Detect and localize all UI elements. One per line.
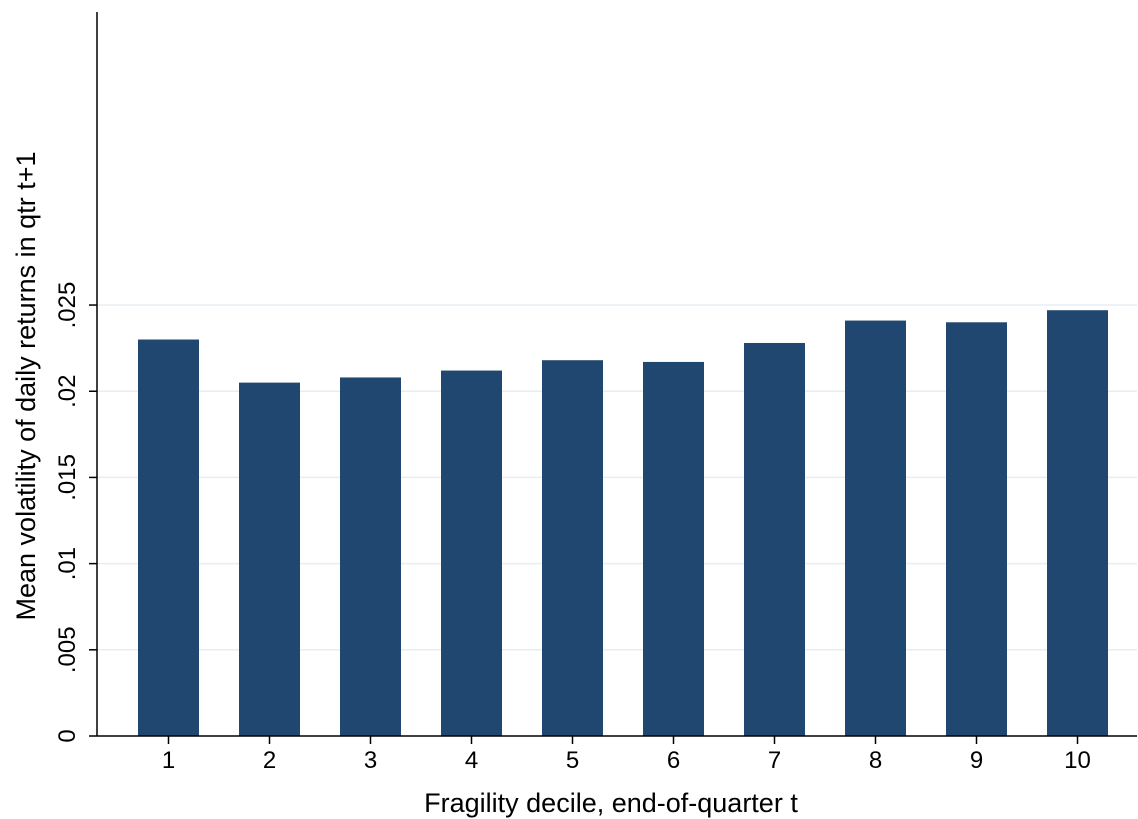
x-tick-label: 8 <box>869 747 882 774</box>
x-tick-label: 6 <box>667 747 680 774</box>
bars <box>138 310 1108 736</box>
x-tick-label: 3 <box>364 747 377 774</box>
bar-decile-8 <box>845 320 906 736</box>
bar-decile-10 <box>1047 310 1108 736</box>
x-tick-label: 1 <box>162 747 175 774</box>
x-tick-label: 2 <box>263 747 276 774</box>
bar-decile-3 <box>340 377 401 736</box>
bar-decile-9 <box>946 322 1007 736</box>
y-tick-labels: 0 .005 .01 .015 .02 .025 <box>54 282 97 743</box>
y-tick-label: .005 <box>54 626 81 673</box>
axes <box>96 12 1137 737</box>
bar-decile-5 <box>542 360 603 736</box>
y-tick-label: .02 <box>54 375 81 408</box>
bar-decile-1 <box>138 339 199 736</box>
bar-decile-6 <box>643 361 704 736</box>
bar-decile-2 <box>239 382 300 736</box>
x-tick-label: 7 <box>768 747 781 774</box>
y-tick-label: .015 <box>54 454 81 501</box>
bar-decile-7 <box>744 342 805 736</box>
x-tick-labels: 1 2 3 4 5 6 7 8 9 10 <box>162 736 1091 774</box>
x-tick-label: 4 <box>465 747 478 774</box>
y-tick-label: 0 <box>54 729 81 742</box>
x-tick-label: 5 <box>566 747 579 774</box>
bar-decile-4 <box>441 370 502 736</box>
x-axis-title: Fragility decile, end-of-quarter t <box>424 788 798 818</box>
x-tick-label: 9 <box>970 747 983 774</box>
x-tick-label: 10 <box>1064 747 1091 774</box>
y-tick-label: .025 <box>54 282 81 329</box>
y-tick-label: .01 <box>54 547 81 580</box>
y-axis-title: Mean volatility of daily returns in qtr … <box>11 152 41 621</box>
